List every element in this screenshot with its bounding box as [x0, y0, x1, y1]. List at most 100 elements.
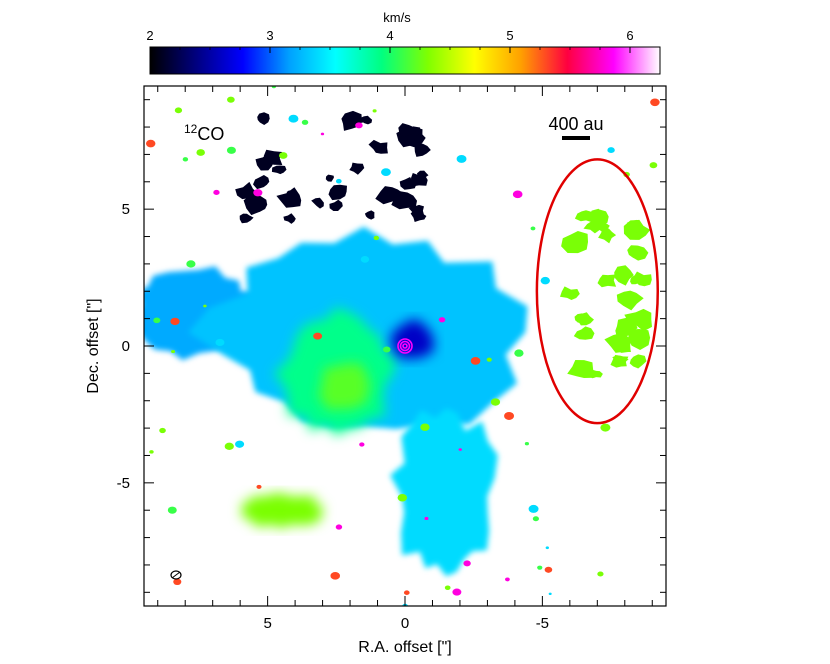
- colorbar-ticks: 2 3 4 5 6: [146, 28, 661, 53]
- emission-clump-ellipse-emission: [598, 228, 617, 244]
- emission-clump-northern-shell: [398, 123, 418, 137]
- emission-clump-ellipse-emission: [567, 360, 595, 378]
- emission-clump-northern-shell: [325, 174, 334, 182]
- emission-speckle: [528, 504, 539, 513]
- emission-speckle: [490, 398, 501, 406]
- emission-clump-ellipse-emission: [604, 332, 631, 353]
- emission-clump-northern-shell: [391, 191, 417, 210]
- emission-speckle: [182, 157, 189, 162]
- molecule-superscript: 12: [184, 122, 198, 136]
- emission-clump-ellipse-emission: [583, 219, 600, 234]
- emission-clump-core-dark: [389, 319, 436, 360]
- axis-ticks: 5 0 -5 5 0 -5: [117, 86, 666, 632]
- emission-speckle: [537, 565, 543, 570]
- emission-speckle: [486, 357, 492, 362]
- emission-clump-ellipse-emission: [616, 290, 644, 311]
- emission-speckle: [256, 484, 262, 489]
- emission-speckle: [444, 585, 451, 591]
- emission-speckle: [438, 317, 446, 323]
- emission-speckle: [224, 442, 234, 450]
- emission-clump-northern-shell: [361, 115, 373, 125]
- emission-clump-ellipse-emission: [578, 312, 594, 326]
- emission-speckle: [359, 442, 365, 447]
- y-tick-label: 0: [122, 338, 130, 355]
- colorbar: km/s 2 3 4 5 6: [146, 10, 661, 75]
- emission-clump-northern-shell: [271, 165, 287, 175]
- emission-speckle: [174, 107, 183, 114]
- emission-speckle: [470, 357, 481, 365]
- emission-speckle: [153, 317, 161, 324]
- emission-clump-northern-shell: [349, 162, 365, 175]
- emission-clump-northern-shell: [329, 199, 343, 211]
- colorbar-tick-label: 6: [626, 28, 633, 43]
- x-tick-label: 5: [263, 615, 271, 632]
- emission-speckle: [335, 524, 343, 530]
- source-contour: [402, 343, 408, 349]
- emission-speckle: [649, 162, 658, 169]
- region-ellipse: [535, 158, 660, 425]
- scale-bar-line: [562, 136, 590, 140]
- emission-clump-northern-shell: [286, 190, 297, 197]
- colorbar-label: km/s: [383, 10, 411, 25]
- molecule-name: CO: [197, 124, 224, 144]
- emission-speckle: [504, 411, 515, 420]
- scale-bar: 400 au: [548, 114, 604, 140]
- emission-speckle: [313, 332, 323, 340]
- colorbar-tick-label: 5: [506, 28, 513, 43]
- emission-speckle: [173, 578, 182, 586]
- x-tick-label: 0: [401, 615, 409, 632]
- y-tick-label: 5: [122, 201, 130, 218]
- emission-clump-center-yellow: [317, 362, 373, 411]
- colorbar-tick-label: 2: [146, 28, 153, 43]
- emission-speckle: [301, 119, 309, 125]
- emission-speckle: [149, 450, 154, 454]
- emission-clump-northern-shell: [328, 184, 347, 201]
- emission-speckle: [227, 96, 235, 103]
- x-tick-label: -5: [536, 615, 549, 632]
- emission-speckle: [512, 190, 523, 199]
- emission-speckle: [373, 235, 380, 241]
- emission-speckle: [253, 189, 263, 197]
- emission-speckle: [288, 114, 299, 123]
- colorbar-tick-label: 3: [266, 28, 273, 43]
- emission-speckle: [196, 149, 205, 156]
- emission-clump-northern-shell: [364, 210, 375, 220]
- emission-clump-northern-shell: [417, 170, 429, 181]
- source-contour: [399, 340, 411, 352]
- emission-clump-northern-shell: [257, 112, 270, 125]
- emission-speckle: [226, 146, 236, 154]
- emission-speckle: [544, 566, 553, 573]
- emission-clump-ellipse-emission: [561, 231, 588, 254]
- emission-clump-southwest-yellow: [239, 492, 325, 529]
- emission-speckle: [420, 423, 430, 431]
- emission-speckle: [452, 588, 462, 596]
- emission-speckle: [505, 577, 510, 582]
- emission-speckle: [524, 442, 529, 446]
- emission-speckle: [514, 349, 524, 357]
- emission-clump-ellipse-emission: [614, 265, 634, 286]
- emission-speckle: [372, 109, 377, 113]
- emission-speckle: [203, 304, 207, 308]
- emission-speckle: [360, 256, 370, 263]
- emission-clump-ellipse-emission: [633, 271, 652, 287]
- emission-speckle: [235, 440, 245, 448]
- emission-speckle: [548, 592, 552, 596]
- emission-clump-ellipse-emission: [627, 245, 649, 261]
- emission-clump-northern-shell: [235, 181, 258, 200]
- emission-speckle: [600, 423, 611, 432]
- emission-clump-ellipse-emission: [610, 354, 629, 368]
- emission-speckle: [463, 560, 471, 567]
- emission-speckle: [458, 448, 462, 451]
- emission-clump-northern-shell: [311, 197, 324, 209]
- emission-speckle: [403, 590, 410, 595]
- scale-bar-label: 400 au: [548, 114, 603, 134]
- emission-speckle: [213, 189, 220, 195]
- emission-clump-northern-shell: [399, 177, 417, 190]
- source-contour: [397, 338, 413, 354]
- emission-speckle: [186, 260, 196, 268]
- emission-map: [144, 86, 660, 606]
- emission-speckle: [530, 226, 536, 231]
- emission-speckle: [320, 132, 325, 136]
- emission-speckle: [381, 168, 391, 177]
